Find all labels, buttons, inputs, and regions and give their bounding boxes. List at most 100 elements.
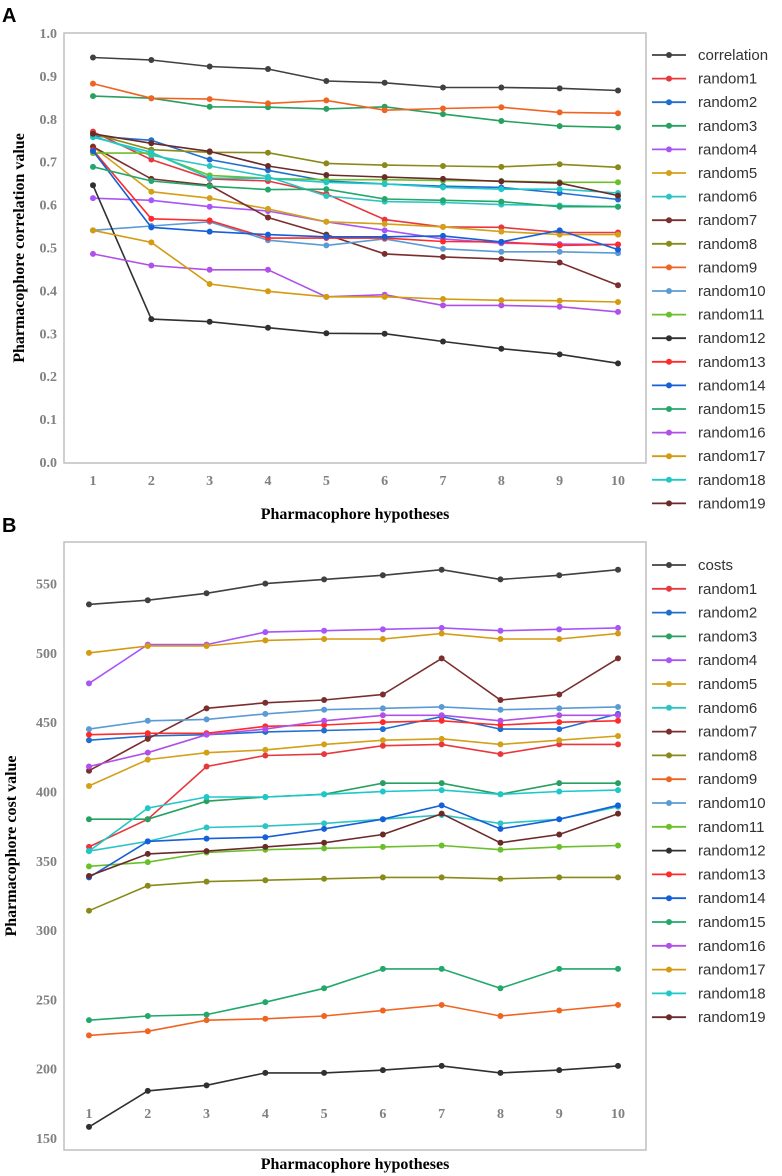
chart-b-point-random6	[262, 823, 269, 830]
chart-b-plot-frame	[63, 541, 647, 1151]
chart-a-point-random3	[323, 105, 330, 112]
chart-a-point-random16	[206, 266, 213, 273]
chart-b-series-line-random10	[88, 706, 619, 730]
chart-b-point-random8	[203, 878, 210, 885]
chart-a-y-tick-label: 0.7	[40, 156, 58, 171]
chart-a-point-random7	[498, 256, 505, 263]
chart-b-y-axis-title: Pharmacophore cost value	[3, 755, 20, 936]
chart-b-point-random8	[86, 907, 92, 914]
chart-b-x-axis-title: Pharmacophore hypotheses	[261, 1156, 450, 1173]
chart-b-point-random9	[321, 1013, 328, 1020]
chart-b-series-line-random19	[88, 812, 619, 877]
chart-b-point-random19	[144, 850, 151, 857]
chart-a-point-random5	[381, 220, 388, 227]
chart-a-series-line-random11	[93, 152, 618, 184]
chart-a-point-correlation	[615, 87, 621, 94]
chart-b-point-random12	[438, 1062, 445, 1069]
chart-a-legend-marker-random13	[666, 358, 672, 365]
chart-a-point-random3	[556, 123, 563, 130]
chart-a-legend-label-random1: random1	[698, 71, 757, 88]
chart-b-point-random12	[144, 1087, 151, 1094]
chart-b-legend-label-random4: random4	[698, 652, 757, 669]
chart-a-point-random15	[206, 183, 213, 190]
chart-b-point-random8	[615, 874, 621, 881]
chart-b-point-random13	[379, 719, 386, 726]
chart-b-point-random14	[321, 825, 328, 832]
chart-b-y-tick-label: 450	[36, 716, 57, 731]
chart-b-point-random12	[262, 1069, 269, 1076]
chart-b-point-random18	[144, 805, 151, 812]
chart-a-point-random5	[206, 195, 213, 202]
chart-b-point-random14	[556, 816, 563, 823]
chart-a-x-tick-label: 5	[323, 474, 330, 489]
chart-a-legend-label-random11: random11	[698, 307, 764, 324]
chart-b-legend-label-random11: random11	[698, 819, 764, 836]
chart-a-point-correlation	[206, 63, 213, 70]
chart-a-point-random14	[206, 228, 213, 235]
chart-a-series-line-random5	[92, 146, 618, 236]
chart-b-point-random6	[203, 824, 210, 831]
chart-a-point-random19	[440, 175, 446, 182]
chart-a-point-random18	[323, 179, 330, 186]
chart-a-series-line-random15	[92, 166, 618, 208]
chart-b-point-random11	[86, 863, 92, 870]
chart-b-series-line-random2	[88, 713, 619, 741]
chart-b-point-random12	[86, 1123, 92, 1130]
chart-b-series-line-random17	[88, 632, 619, 654]
chart-a-point-random7	[615, 282, 621, 289]
chart-b-point-random19	[262, 843, 269, 850]
chart-b-point-random17	[86, 649, 92, 656]
chart-a-y-tick-label: 1.0	[40, 27, 58, 42]
chart-b-x-tick-label: 5	[321, 1107, 328, 1122]
chart-a-legend-marker-random18	[666, 476, 672, 483]
chart-a-point-random17	[265, 288, 271, 295]
chart-a-panel-label: A	[2, 5, 16, 27]
chart-b-point-random3	[615, 780, 621, 787]
chart-a-point-random6	[323, 193, 330, 200]
chart-a-point-random18	[440, 184, 446, 191]
chart-b-point-random6	[497, 820, 504, 827]
chart-b-series-line-costs	[88, 568, 619, 606]
chart-b-series-line-random7	[88, 657, 619, 772]
chart-b-point-random5	[203, 749, 210, 756]
chart-a-point-correlation	[440, 84, 446, 91]
chart-b-point-costs	[379, 572, 386, 579]
chart-b-legend-label-random2: random2	[698, 605, 757, 622]
chart-a-point-random17	[440, 295, 446, 302]
chart-a-point-random1	[498, 224, 505, 231]
chart-a-point-random5	[440, 223, 446, 230]
chart-b-point-random15	[615, 965, 621, 972]
chart-a-point-random9	[148, 95, 155, 102]
chart-a-point-random10	[323, 242, 330, 249]
chart-a-series-line-random7	[92, 145, 619, 287]
chart-b-point-random13	[321, 721, 328, 728]
chart-b-point-random5	[144, 756, 151, 763]
chart-b-legend-label-random8: random8	[698, 747, 757, 764]
chart-a-point-random8	[440, 162, 446, 169]
chart-a-point-random19	[206, 148, 213, 155]
chart-b-legend-marker-random15	[666, 919, 672, 925]
chart-b-y-tick-label: 250	[36, 993, 57, 1008]
chart-b-legend-marker-random10	[666, 800, 672, 806]
chart-a-point-random16	[90, 250, 96, 257]
chart-b-legend-marker-random19	[666, 1014, 672, 1021]
chart-b-point-random12	[203, 1082, 210, 1089]
chart-b-point-random8	[379, 874, 386, 881]
chart-b-point-random7	[321, 697, 328, 704]
chart-a-point-random14	[265, 231, 271, 238]
chart-b-legend-marker-random1	[666, 585, 672, 592]
chart-a-legend-marker-random10	[666, 288, 672, 294]
chart-b-point-random8	[262, 877, 269, 884]
chart-a-point-random18	[381, 181, 388, 188]
chart-b-point-random10	[379, 705, 386, 712]
chart-a-legend-label-random2: random2	[698, 94, 757, 111]
chart-a-point-random4	[381, 227, 388, 234]
chart-b-point-random12	[615, 1062, 621, 1069]
chart-a-series-line-random13	[92, 149, 619, 247]
chart-b-x-tick-label: 8	[497, 1107, 504, 1122]
chart-b-point-random7	[86, 767, 92, 774]
chart-a-point-correlation	[148, 57, 155, 64]
chart-b-legend-label-random14: random14	[698, 890, 766, 907]
chart-b-point-random12	[497, 1069, 504, 1076]
chart-a-y-tick-label: 0.1	[40, 413, 58, 428]
